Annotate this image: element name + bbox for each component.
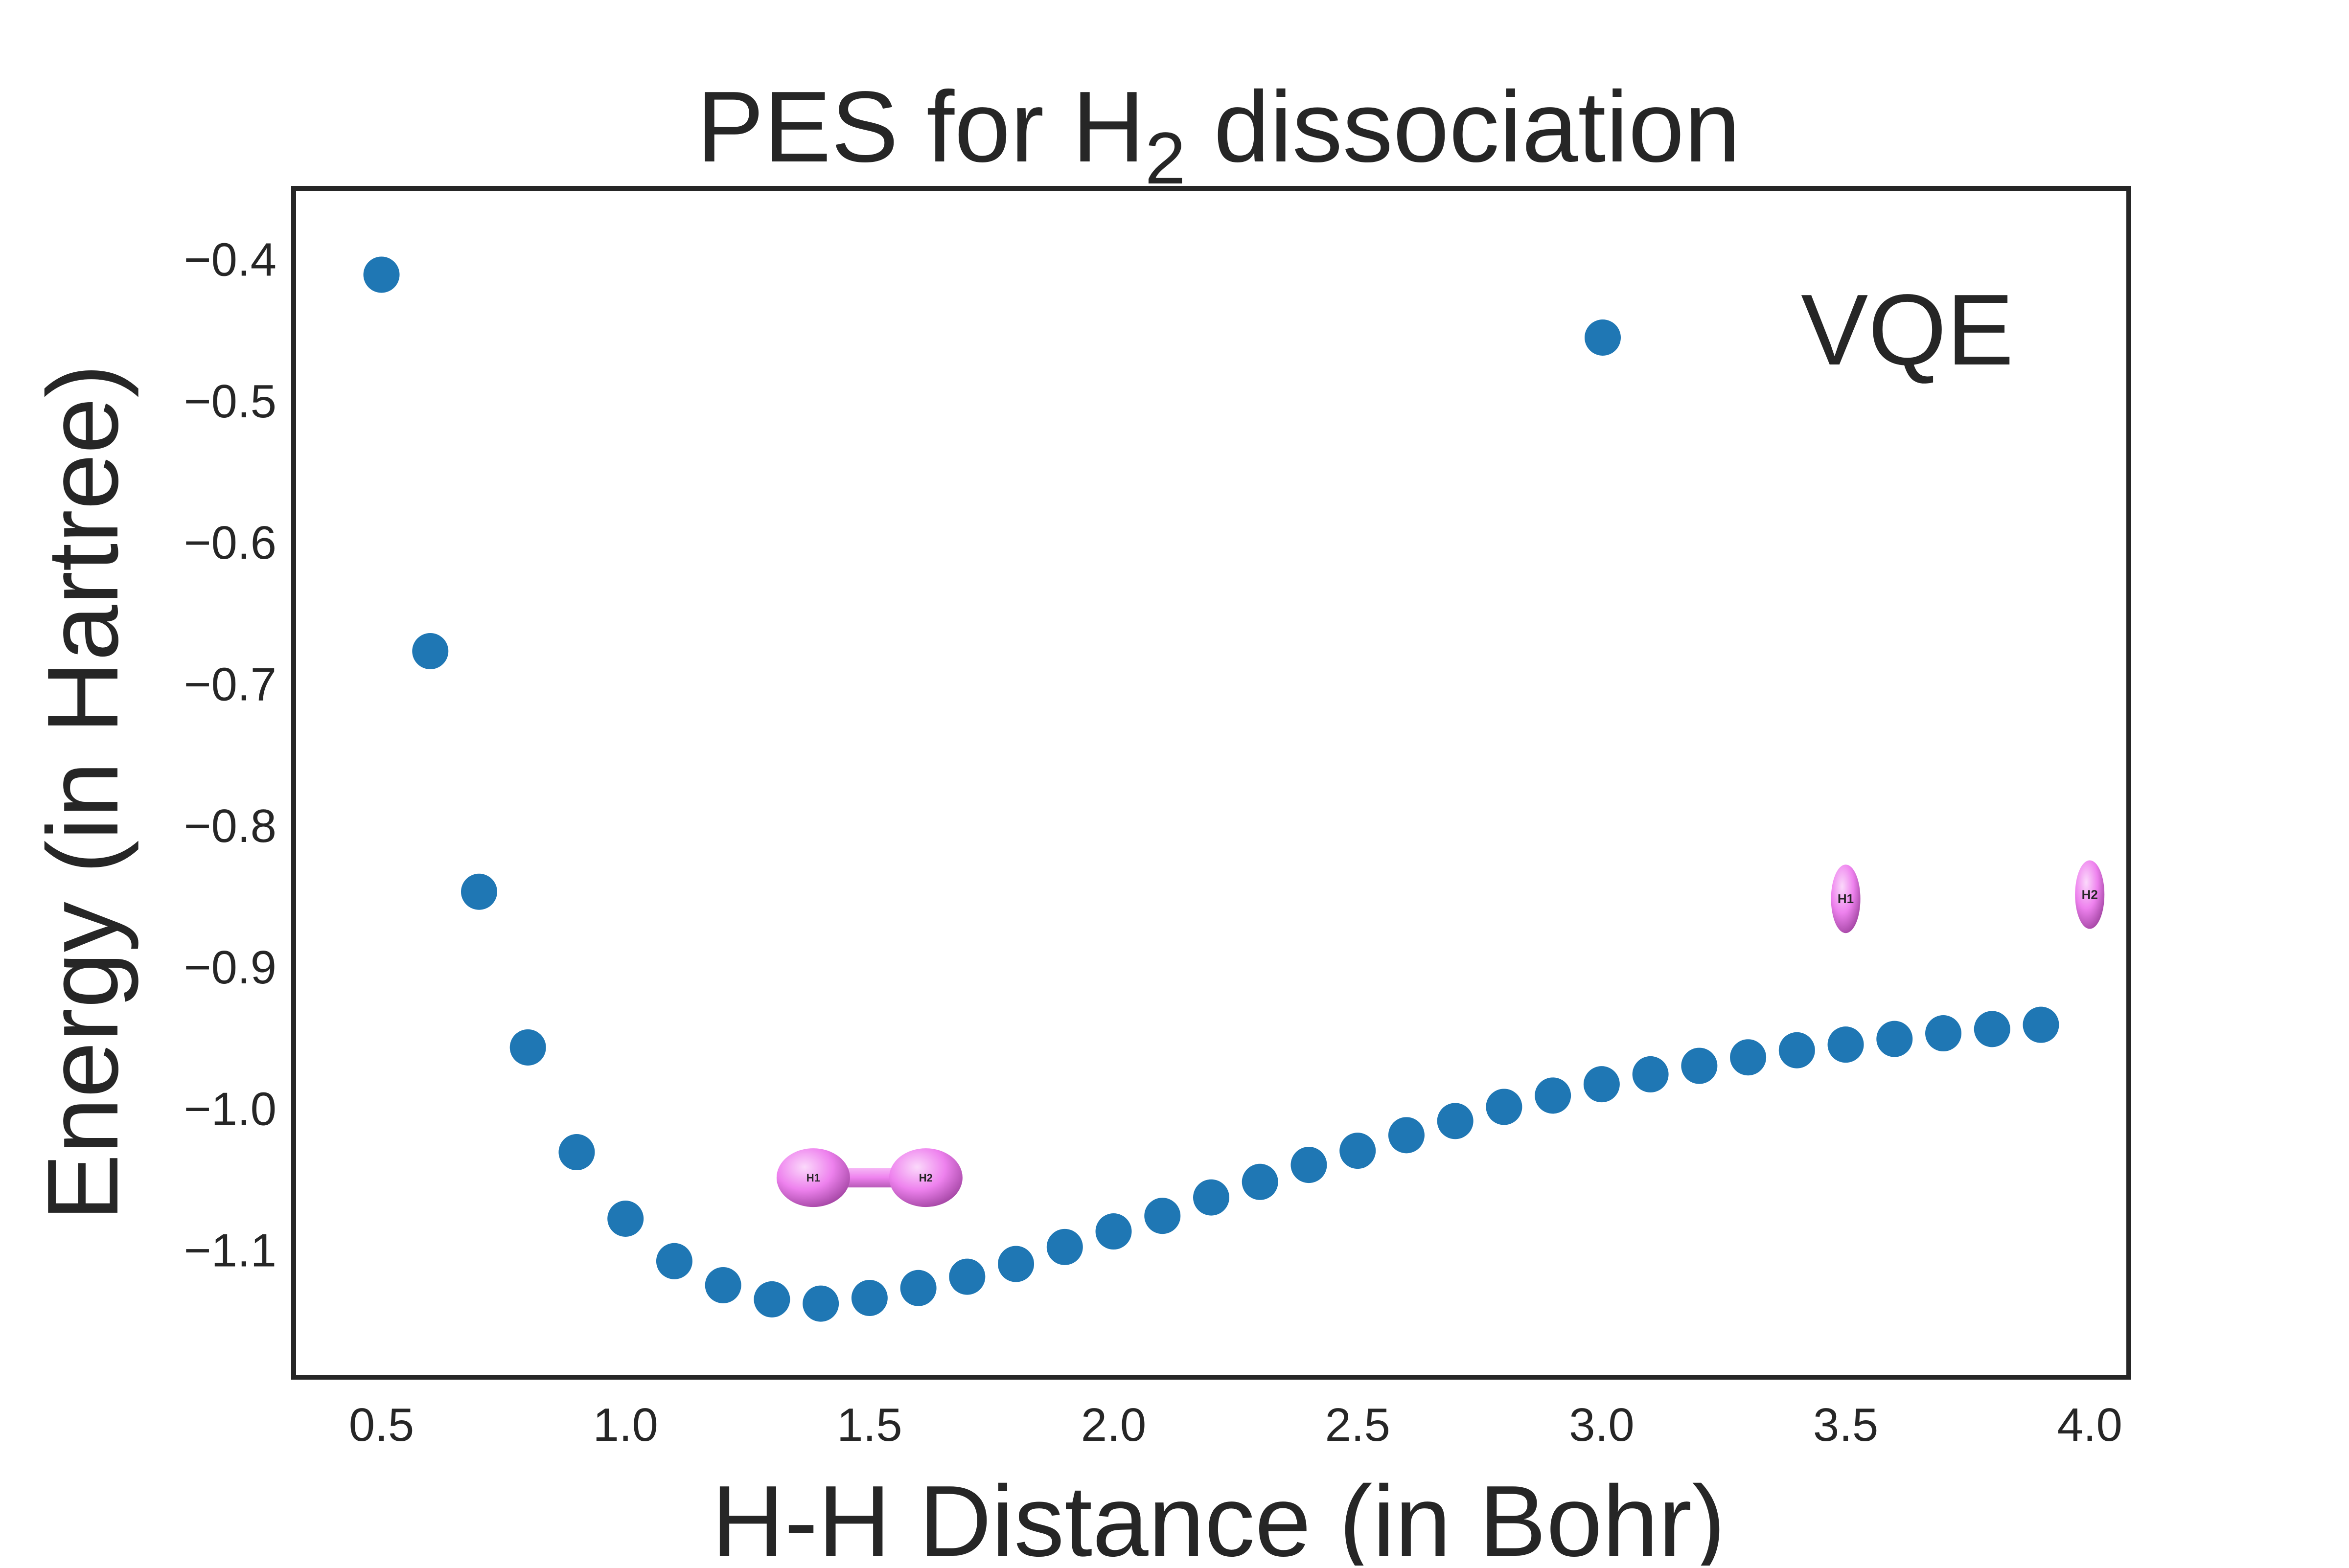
- data-point-vqe: [1144, 1198, 1181, 1234]
- data-point-vqe: [998, 1246, 1035, 1282]
- legend-label-vqe: VQE: [1801, 273, 2014, 386]
- x-tick-label: 0.5: [349, 1399, 414, 1451]
- y-tick-label: −0.4: [184, 234, 276, 286]
- data-point-vqe: [1046, 1228, 1083, 1265]
- hydrogen-atom: [2075, 860, 2105, 929]
- data-point-vqe: [851, 1280, 888, 1316]
- x-tick-label: 1.0: [593, 1399, 658, 1451]
- data-point-vqe: [1193, 1179, 1229, 1216]
- data-point-vqe: [1730, 1039, 1767, 1076]
- data-point-vqe: [1290, 1147, 1327, 1183]
- data-point-vqe: [1339, 1133, 1376, 1169]
- data-point-vqe: [803, 1285, 839, 1322]
- separated-hydrogen-atom: H2: [2075, 860, 2105, 929]
- x-tick-label: 2.0: [1081, 1399, 1146, 1451]
- data-point-vqe: [461, 873, 497, 910]
- y-tick-label: −0.6: [184, 517, 276, 569]
- data-point-vqe: [900, 1270, 937, 1306]
- y-tick-label: −1.0: [184, 1083, 276, 1135]
- hydrogen-atom: [889, 1148, 963, 1207]
- chart-title-main: PES for H: [697, 70, 1145, 183]
- atom-label: H2: [2082, 887, 2098, 902]
- atom-label: H1: [806, 1172, 820, 1184]
- separated-hydrogen-atom: H1: [1831, 864, 1861, 933]
- data-point-vqe: [1437, 1103, 1474, 1139]
- bonded-h2-molecule: H1 H2: [776, 1148, 963, 1207]
- x-axis-label: H-H Distance (in Bohr): [712, 1465, 1726, 1566]
- data-point-vqe: [558, 1134, 595, 1171]
- data-point-vqe: [1632, 1056, 1669, 1092]
- data-point-vqe: [1388, 1117, 1425, 1154]
- data-point-vqe: [509, 1029, 546, 1066]
- y-tick-label: −0.9: [184, 941, 276, 994]
- hydrogen-atom: [776, 1148, 850, 1207]
- data-point-vqe: [1242, 1163, 1278, 1200]
- data-point-vqe: [2023, 1006, 2059, 1043]
- data-point-vqe: [1095, 1213, 1132, 1250]
- data-point-vqe: [363, 256, 400, 293]
- data-point-vqe: [1486, 1089, 1522, 1125]
- data-point-vqe: [412, 633, 449, 669]
- y-tick-label: −0.5: [184, 375, 276, 428]
- y-tick-label: −1.1: [184, 1225, 276, 1277]
- data-point-vqe: [656, 1243, 692, 1279]
- plot-frame: [291, 186, 2131, 1380]
- data-point-vqe: [1974, 1011, 2010, 1047]
- data-point-vqe: [1876, 1021, 1913, 1057]
- data-point-vqe: [1778, 1032, 1815, 1068]
- x-tick-label: 3.5: [1813, 1399, 1878, 1451]
- data-points: [363, 256, 2059, 1322]
- data-point-vqe: [1681, 1047, 1718, 1084]
- data-point-vqe: [949, 1258, 986, 1295]
- legend: VQE: [1585, 273, 2014, 386]
- atom-label: H2: [919, 1172, 933, 1184]
- x-tick-label: 2.5: [1325, 1399, 1390, 1451]
- y-axis-label: Energy (in Hartree): [26, 364, 139, 1221]
- data-point-vqe: [1535, 1077, 1571, 1114]
- data-point-vqe: [705, 1267, 741, 1303]
- data-point-vqe: [607, 1201, 644, 1237]
- y-tick-label: −0.7: [184, 659, 276, 711]
- legend-marker-vqe: [1585, 319, 1621, 356]
- data-point-vqe: [1583, 1066, 1620, 1103]
- data-point-vqe: [1925, 1015, 1962, 1052]
- data-point-vqe: [754, 1281, 790, 1318]
- chart-title: PES for H2 dissociation: [697, 70, 1741, 199]
- x-axis-ticks: 0.5 1.0 1.5 2.0 2.5 3.0 3.5 4.0: [349, 1399, 2122, 1451]
- x-tick-label: 1.5: [837, 1399, 902, 1451]
- data-point-vqe: [1827, 1026, 1864, 1063]
- molecule-annotations: H1 H2 H1 H2: [776, 860, 2105, 1207]
- atom-label: H1: [1838, 891, 1854, 906]
- x-tick-label: 4.0: [2057, 1399, 2122, 1451]
- y-axis-ticks: −0.4 −0.5 −0.6 −0.7 −0.8 −0.9 −1.0 −1.1: [184, 234, 276, 1277]
- hydrogen-atom: [1831, 864, 1861, 933]
- chart-title-subscript: 2: [1145, 117, 1185, 199]
- y-tick-label: −0.8: [184, 800, 276, 852]
- chart-title-rest: dissociation: [1186, 70, 1741, 183]
- x-tick-label: 3.0: [1569, 1399, 1634, 1451]
